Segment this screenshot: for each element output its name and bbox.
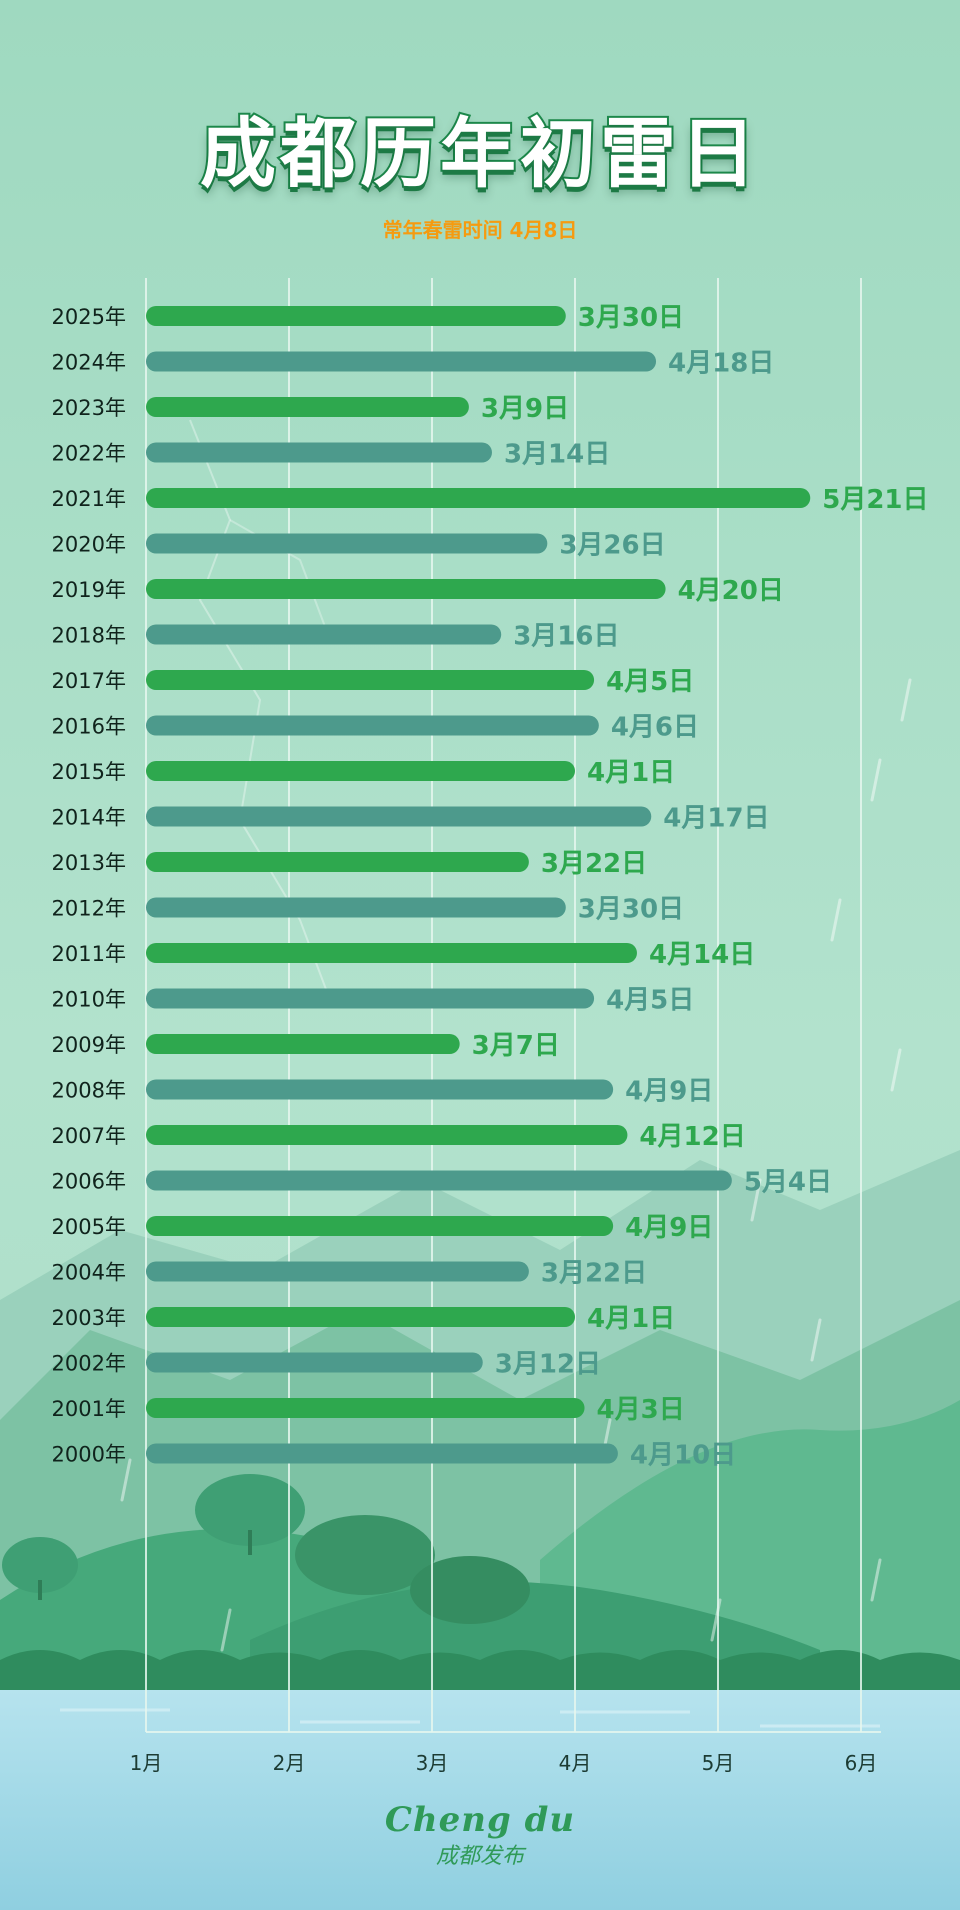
bar	[146, 351, 657, 372]
bar	[146, 806, 652, 827]
bar	[146, 1079, 614, 1100]
data-label: 4月9日	[625, 1077, 713, 1107]
y-tick-label: 2022年	[52, 442, 126, 466]
y-tick-label: 2007年	[52, 1124, 126, 1148]
brand-logo-en: Cheng du	[384, 1800, 576, 1840]
bar	[146, 988, 595, 1009]
bar	[146, 1443, 618, 1464]
y-tick-label: 2021年	[52, 487, 126, 511]
y-tick-label: 2003年	[52, 1306, 126, 1330]
y-tick-label: 2023年	[52, 396, 126, 420]
y-tick-label: 2024年	[52, 351, 126, 375]
data-label: 4月1日	[587, 1304, 675, 1334]
y-tick-label: 2019年	[52, 578, 126, 602]
bar	[146, 761, 575, 781]
data-label: 3月22日	[541, 849, 647, 879]
x-tick-label: 2月	[273, 1751, 306, 1775]
bar	[146, 442, 492, 463]
data-label: 3月26日	[559, 531, 665, 561]
y-tick-label: 2014年	[52, 806, 126, 830]
x-tick-label: 3月	[416, 1751, 449, 1775]
data-label: 5月4日	[744, 1168, 832, 1198]
page-title: 成都历年初雷日	[198, 107, 760, 200]
y-tick-label: 2017年	[52, 669, 126, 693]
y-tick-label: 2004年	[52, 1261, 126, 1285]
x-tick-label: 6月	[845, 1751, 878, 1775]
x-tick-label: 1月	[130, 1751, 163, 1775]
data-label: 4月20日	[678, 576, 784, 606]
y-tick-label: 2015年	[52, 760, 126, 784]
y-tick-label: 2012年	[52, 897, 126, 921]
y-tick-label: 2000年	[52, 1443, 126, 1467]
bar	[146, 579, 666, 599]
data-label: 4月3日	[597, 1395, 685, 1425]
y-tick-label: 2020年	[52, 533, 126, 557]
y-tick-label: 2010年	[52, 988, 126, 1012]
bar	[146, 624, 502, 645]
y-tick-label: 2005年	[52, 1215, 126, 1239]
bar	[146, 1034, 460, 1054]
data-label: 4月17日	[663, 804, 769, 834]
y-tick-label: 2008年	[52, 1079, 126, 1103]
bar	[146, 852, 529, 872]
y-tick-label: 2013年	[52, 851, 126, 875]
y-tick-label: 2001年	[52, 1397, 126, 1421]
bar	[146, 1125, 628, 1145]
bar	[146, 1170, 732, 1191]
brand-logo: Cheng du 成都发布	[0, 1800, 960, 1870]
y-tick-label: 2009年	[52, 1033, 126, 1057]
data-label: 4月14日	[649, 940, 755, 970]
data-label: 3月14日	[504, 440, 610, 470]
x-tick-label: 5月	[702, 1751, 735, 1775]
y-tick-label: 2011年	[52, 942, 126, 966]
data-label: 3月22日	[541, 1259, 647, 1289]
data-label: 3月9日	[481, 394, 569, 424]
bar	[146, 943, 637, 963]
bar	[146, 670, 595, 690]
data-label: 3月30日	[578, 895, 684, 925]
y-tick-label: 2006年	[52, 1170, 126, 1194]
bar	[146, 897, 566, 918]
data-label: 3月7日	[472, 1031, 560, 1061]
data-label: 4月5日	[606, 667, 694, 697]
data-label: 4月9日	[625, 1213, 713, 1243]
bar	[146, 1307, 575, 1327]
data-label: 3月16日	[513, 622, 619, 652]
y-tick-label: 2025年	[52, 305, 126, 329]
bar	[146, 306, 566, 326]
brand-logo-cn: 成都发布	[435, 1844, 524, 1869]
bar	[146, 533, 548, 554]
data-label: 5月21日	[822, 485, 928, 515]
x-tick-label: 4月	[559, 1751, 592, 1775]
bar	[146, 1261, 529, 1282]
y-tick-label: 2018年	[52, 624, 126, 648]
page-subtitle: 常年春雷时间 4月8日	[382, 218, 578, 242]
bar	[146, 1352, 483, 1373]
data-label: 4月1日	[587, 758, 675, 788]
y-tick-label: 2016年	[52, 715, 126, 739]
data-label: 4月5日	[606, 986, 694, 1016]
data-label: 3月30日	[578, 303, 684, 333]
data-label: 3月12日	[495, 1350, 601, 1380]
bar	[146, 715, 599, 736]
y-tick-label: 2002年	[52, 1352, 126, 1376]
data-label: 4月18日	[668, 349, 774, 379]
data-label: 4月12日	[639, 1122, 745, 1152]
data-label: 4月6日	[611, 713, 699, 743]
bar	[146, 397, 469, 417]
bar	[146, 488, 811, 508]
bar	[146, 1216, 614, 1236]
data-label: 4月10日	[630, 1441, 736, 1471]
bar	[146, 1398, 585, 1418]
